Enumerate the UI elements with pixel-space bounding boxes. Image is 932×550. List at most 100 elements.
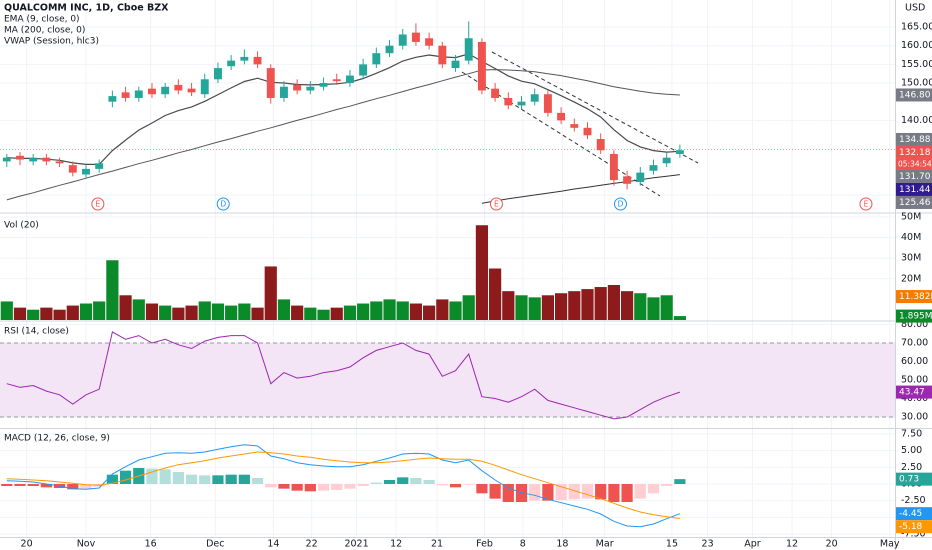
y-tick-label: 150.00 — [901, 78, 932, 89]
macd-histogram-bar — [423, 480, 435, 484]
volume-bar — [185, 305, 198, 320]
price-tag — [896, 132, 932, 146]
legend-entry: MA (200, close, 0) — [4, 26, 85, 36]
price-tag-label: -4.45 — [899, 509, 922, 519]
macd-histogram-bar — [185, 474, 198, 484]
candle-body — [636, 172, 645, 182]
volume-bar — [132, 299, 145, 320]
x-tick-label: 23 — [702, 539, 714, 550]
y-tick-label: 165.00 — [901, 22, 932, 33]
candle-body — [319, 83, 328, 87]
macd-histogram-bar — [568, 484, 580, 500]
y-tick-label: 5.00 — [901, 445, 922, 456]
candle-body — [332, 79, 341, 82]
candle-body — [464, 38, 473, 61]
candle-body — [385, 45, 394, 54]
macd-histogram-bar — [449, 484, 462, 488]
x-tick-label: 20 — [21, 539, 33, 550]
candle-body — [372, 53, 381, 65]
x-tick-label: Mar — [596, 539, 614, 550]
y-tick-label: 2.50 — [901, 462, 922, 473]
volume-bar — [0, 301, 13, 320]
volume-bar — [436, 299, 449, 320]
price-tag — [896, 385, 932, 399]
candle-body — [200, 79, 209, 95]
y-tick-label: 30M — [901, 253, 921, 264]
volume-bar — [502, 291, 515, 320]
x-tick-label: 16 — [145, 539, 157, 550]
y-tick-label: 50M — [901, 212, 921, 223]
candle-body — [438, 45, 447, 65]
y-tick-label: -7.50 — [901, 529, 926, 540]
macd-histogram-bar — [383, 480, 396, 484]
price-tag — [896, 290, 932, 304]
candle-body — [491, 88, 500, 98]
volume-bar — [251, 307, 264, 320]
candle-body — [148, 88, 156, 95]
candle-body — [55, 161, 64, 164]
price-tag-label: 131.70 — [899, 172, 931, 182]
macd-histogram-bar — [27, 484, 39, 486]
macd-histogram-bar — [40, 484, 52, 488]
volume-bar — [277, 299, 291, 320]
volume-bar — [159, 305, 172, 320]
event-label: E — [95, 200, 100, 209]
candle-body — [293, 84, 302, 91]
volume-bar — [343, 305, 357, 320]
candle-body — [411, 32, 420, 42]
macd-histogram-bar — [647, 484, 660, 494]
macd-line — [6, 444, 681, 528]
candle-body — [557, 112, 566, 121]
candle-body — [279, 86, 288, 98]
y-tick-label: 30.00 — [901, 412, 928, 423]
candle-body — [16, 155, 24, 160]
legend-entry: MACD (12, 26, close, 9) — [4, 434, 110, 444]
candle-body — [227, 60, 236, 67]
countdown-bg — [896, 158, 932, 170]
legend-entry: RSI (14, close) — [4, 327, 69, 337]
macd-histogram-bar — [463, 484, 475, 485]
y-tick-label: 140.00 — [901, 115, 932, 126]
y-tick-label: 60.00 — [901, 356, 928, 367]
volume-bar — [93, 301, 106, 320]
macd-histogram-bar — [159, 469, 171, 484]
volume-bar — [66, 305, 79, 320]
volume-bar — [383, 299, 396, 320]
candle-body — [82, 168, 90, 175]
macd-histogram-bar — [581, 484, 594, 499]
volume-bar — [304, 307, 317, 320]
event-label: D — [220, 200, 226, 209]
price-tag-label: 43.47 — [899, 388, 925, 398]
candle-body — [530, 94, 539, 102]
event-label: D — [618, 200, 624, 209]
candle-body — [623, 176, 632, 184]
candle-body — [675, 150, 684, 154]
candle-body — [187, 88, 196, 93]
macd-histogram-bar — [489, 484, 501, 499]
x-tick-label: Dec — [206, 539, 224, 550]
price-tag — [896, 145, 932, 159]
volume-bar — [541, 295, 555, 320]
price-tag-label: 1.895M — [899, 312, 932, 322]
volume-bar — [409, 303, 423, 320]
volume-bar — [475, 225, 489, 320]
price-tag — [896, 507, 932, 521]
volume-bar — [673, 316, 686, 320]
x-tick-label: Feb — [476, 539, 493, 550]
candle-body — [609, 153, 618, 181]
candle-body — [95, 163, 104, 169]
macd-histogram-bar — [555, 484, 567, 500]
macd-histogram-bar — [634, 484, 646, 499]
volume-bar — [370, 301, 383, 320]
price-tag — [896, 472, 932, 486]
volume-bar — [317, 309, 330, 320]
candle-body — [174, 84, 183, 91]
volume-bar — [145, 303, 159, 320]
volume-bar — [449, 301, 462, 320]
macd-histogram-bar — [344, 484, 356, 489]
macd-histogram-bar — [251, 478, 264, 484]
legend-entry: QUALCOMM INC, 1D, Cboe BZX — [4, 3, 169, 14]
volume-bar — [264, 266, 277, 320]
macd-histogram-bar — [238, 474, 250, 484]
